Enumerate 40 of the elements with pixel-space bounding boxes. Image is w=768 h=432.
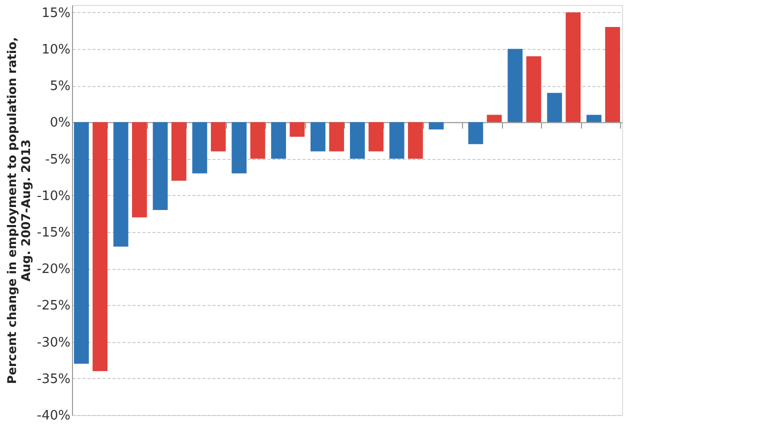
bar [547,92,562,122]
bar [566,12,581,122]
y-tick-label: 5% [50,79,70,94]
bar [350,122,365,159]
bar [486,114,502,122]
bar [329,122,344,152]
y-tick-label: -20% [36,262,70,278]
y-tick-label: -25% [36,298,70,314]
y-tick-label: 10% [42,42,70,58]
y-tick-label: -10% [36,188,70,204]
bar [152,122,168,210]
bar [368,122,384,152]
bar [192,122,208,174]
bar [74,122,89,364]
y-tick-label: -35% [36,372,70,387]
bar [113,122,128,247]
bar [508,48,523,122]
bar [271,122,286,159]
y-tick-label: -40% [36,408,70,424]
bar [526,56,542,122]
bar [171,122,186,181]
y-axis-title: Percent change in employment to population ratio, Aug. 2007-Aug. 2013 [4,37,33,384]
y-tick-label: -15% [36,225,70,240]
bar [605,26,620,122]
bar [389,122,404,159]
y-tick-label: -5% [45,152,70,168]
bar [586,114,602,122]
bar [310,122,326,152]
bar [468,122,484,144]
bar [92,122,108,372]
bar [290,122,305,137]
bar [250,122,266,159]
bar [132,122,147,218]
y-tick-label: -30% [36,335,70,350]
bar [408,122,423,159]
y-tick-label: 15% [42,6,70,21]
bar [428,122,444,130]
bar [210,122,226,152]
y-tick-label: 0% [50,116,70,131]
bar [232,122,247,174]
